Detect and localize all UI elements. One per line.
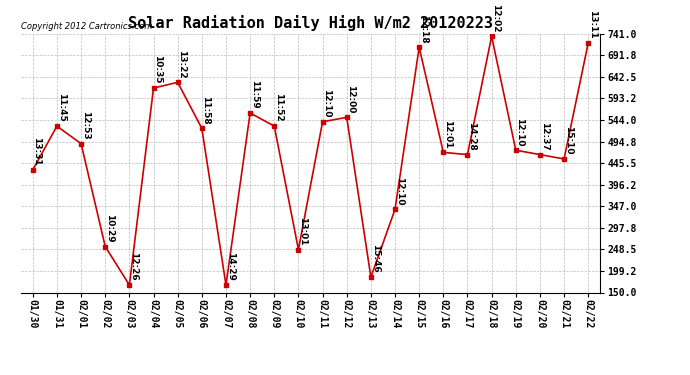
Text: 12:00: 12:00 (346, 85, 355, 113)
Text: 15:46: 15:46 (371, 244, 380, 273)
Text: 12:37: 12:37 (540, 122, 549, 150)
Text: 12:02: 12:02 (491, 4, 500, 32)
Text: 10:35: 10:35 (153, 56, 162, 84)
Text: 13:11: 13:11 (588, 10, 597, 39)
Text: Copyright 2012 Cartronics.com: Copyright 2012 Cartronics.com (21, 22, 152, 31)
Text: 12:10: 12:10 (515, 117, 524, 146)
Text: 11:45: 11:45 (57, 93, 66, 122)
Text: 14:29: 14:29 (226, 252, 235, 281)
Text: 12:10: 12:10 (395, 177, 404, 205)
Text: 12:10: 12:10 (322, 89, 331, 118)
Text: 11:52: 11:52 (274, 93, 283, 122)
Text: 12:26: 12:26 (129, 252, 138, 281)
Text: 12:18: 12:18 (419, 15, 428, 43)
Text: 12:01: 12:01 (443, 120, 452, 148)
Text: 13:22: 13:22 (177, 50, 186, 78)
Text: 11:58: 11:58 (201, 96, 210, 124)
Text: 10:29: 10:29 (105, 214, 114, 242)
Text: 11:59: 11:59 (250, 80, 259, 109)
Text: 13:01: 13:01 (298, 217, 307, 245)
Text: 13:31: 13:31 (32, 137, 41, 166)
Text: 15:10: 15:10 (564, 126, 573, 155)
Text: 14:28: 14:28 (467, 122, 476, 150)
Text: 12:53: 12:53 (81, 111, 90, 140)
Title: Solar Radiation Daily High W/m2 20120223: Solar Radiation Daily High W/m2 20120223 (128, 15, 493, 31)
